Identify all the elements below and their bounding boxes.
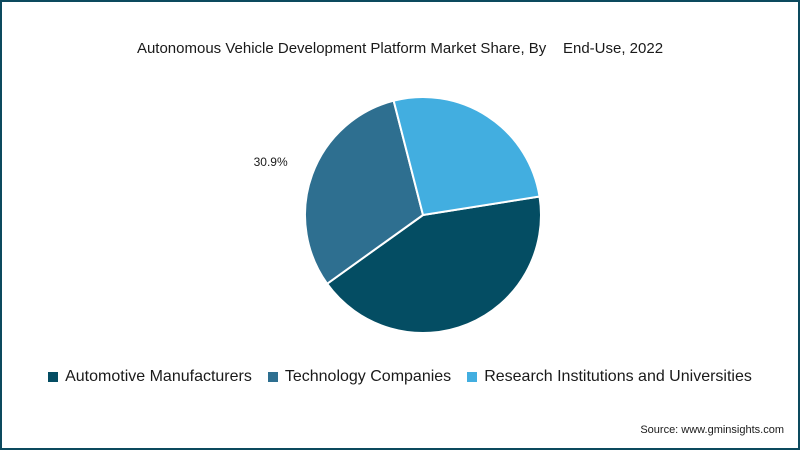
slice-label-1: 30.9% [254, 155, 288, 169]
legend-swatch-1 [267, 372, 278, 382]
chart-legend: Automotive Manufacturers Technology Compa… [2, 368, 798, 386]
legend-label-2: Research Institutions and Universities [484, 368, 752, 385]
pie-slice-0 [325, 195, 542, 334]
pie-slice-2 [392, 96, 541, 217]
legend-swatch-2 [467, 372, 478, 382]
chart-title: Autonomous Vehicle Development Platform … [136, 40, 664, 57]
legend-item-0: Automotive Manufacturers [48, 368, 252, 386]
pie-slice-1 [304, 99, 425, 286]
source-note: Source: www.gminsights.com [640, 424, 784, 436]
legend-swatch-0 [48, 372, 59, 382]
legend-label-1: Technology Companies [284, 368, 452, 385]
legend-label-0: Automotive Manufacturers [65, 368, 252, 385]
legend-item-1: Technology Companies [267, 368, 452, 386]
legend-item-2: Research Institutions and Universities [467, 368, 752, 386]
